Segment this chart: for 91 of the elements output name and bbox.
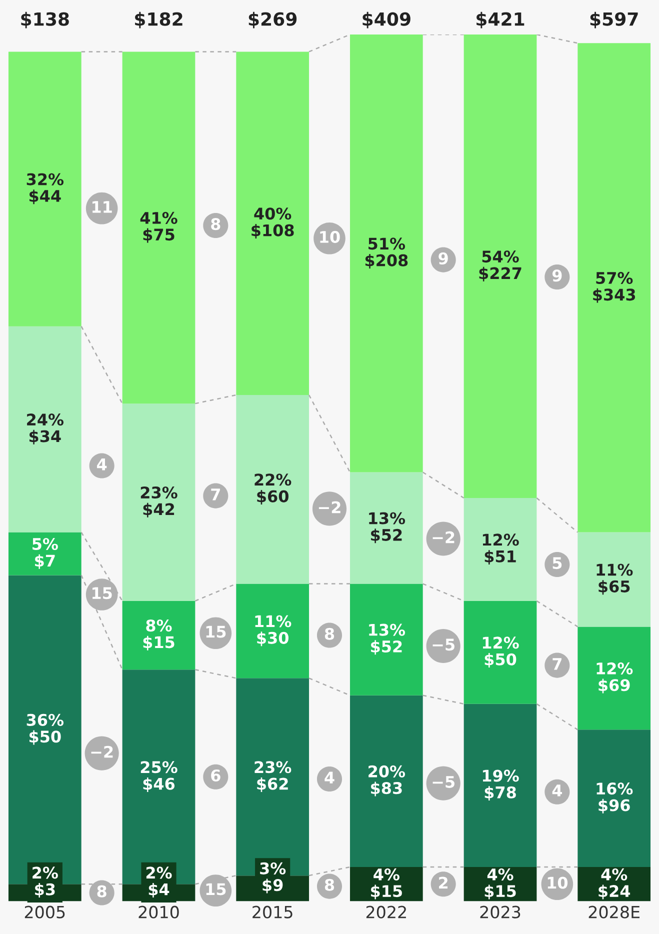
data-label: 41% $75 [140, 212, 178, 243]
data-label: 16% $96 [596, 782, 633, 814]
bar [122, 52, 196, 404]
annotation: 5 [552, 557, 562, 570]
data-label: 11% $30 [255, 615, 292, 646]
annotation: 11 [92, 201, 112, 213]
data-label: 40% $108 [252, 208, 294, 238]
bar [350, 584, 423, 696]
bar [122, 670, 196, 884]
bar [122, 600, 196, 670]
annotation: 4 [324, 772, 334, 784]
annotation: 9 [552, 270, 562, 282]
data-label: 11% $65 [596, 564, 633, 595]
annotation: 15 [92, 587, 112, 600]
data-label: 57% $343 [593, 272, 636, 303]
annotation: 8 [324, 628, 334, 640]
data-label: 20% $83 [368, 765, 406, 796]
bar [8, 326, 82, 532]
data-label: 23% $42 [140, 486, 178, 518]
bar [8, 532, 82, 576]
data-label: 4% $15 [370, 868, 402, 900]
data-label: 8% $15 [143, 619, 174, 650]
annotation: −5 [432, 776, 454, 788]
data-label: 23% $62 [254, 761, 292, 792]
bar [122, 404, 196, 601]
bar [578, 532, 651, 627]
data-label: 12% $50 [482, 636, 519, 668]
data-label: 54% $227 [479, 250, 522, 282]
annotation: 4 [96, 458, 107, 470]
data-label: 5% $7 [32, 538, 58, 569]
annotation: −5 [432, 638, 454, 651]
bar [464, 704, 537, 867]
annotation: 4 [552, 784, 562, 796]
x-tick-label: 2023 [480, 906, 520, 918]
data-label: 13% $52 [369, 624, 406, 655]
bar [350, 695, 423, 867]
bar [350, 34, 423, 472]
annotation: 9 [438, 252, 448, 264]
bar [464, 34, 537, 498]
bar [464, 600, 537, 704]
data-label: 4% $15 [484, 868, 516, 900]
x-tick-label: 2005 [24, 906, 65, 918]
bar [8, 52, 82, 326]
annotation: 7 [552, 658, 562, 670]
annotation: 15 [206, 626, 226, 638]
text: $421 [476, 12, 524, 28]
data-label: 2% $4 [146, 866, 172, 898]
data-label: 19% $78 [482, 770, 519, 801]
bar [350, 472, 423, 584]
bar [8, 575, 82, 884]
data-label: 12% $51 [482, 534, 519, 565]
x-tick-label: 2010 [138, 906, 179, 918]
bar [236, 678, 310, 876]
data-label: 12% $69 [596, 662, 633, 694]
annotation: −2 [91, 746, 113, 758]
text: $182 [135, 12, 182, 28]
bar [578, 43, 651, 532]
bar [578, 730, 651, 867]
data-label: 25% $46 [140, 761, 178, 792]
annotation: −2 [318, 501, 340, 514]
annotation: 2 [439, 876, 448, 889]
annotation: 8 [324, 878, 334, 891]
x-tick-label: 2028E [588, 906, 640, 918]
bar [236, 52, 310, 395]
x-tick-label: 2022 [366, 906, 406, 918]
data-label: 3% $9 [260, 862, 286, 894]
data-label: 24% $34 [27, 414, 64, 444]
bar [236, 584, 310, 678]
bar [464, 498, 537, 601]
x-tick-label: 2015 [252, 906, 292, 918]
data-label: 36% $50 [26, 714, 64, 745]
annotation: 7 [211, 488, 220, 500]
text: $409 [362, 12, 410, 28]
data-label: 22% $60 [254, 474, 292, 504]
annotation: 8 [97, 885, 106, 898]
bar [236, 394, 310, 584]
text: $138 [21, 12, 69, 28]
annotation: 6 [211, 769, 220, 782]
annotation: 10 [548, 876, 568, 889]
data-label: 4% $24 [598, 868, 630, 900]
bar [578, 626, 651, 730]
data-label: 13% $52 [369, 512, 406, 544]
text: $269 [248, 12, 297, 28]
annotation: 8 [211, 218, 220, 230]
data-label: 51% $208 [365, 238, 408, 268]
text: $597 [590, 12, 638, 28]
annotation: 15 [206, 883, 226, 896]
data-label: 32% $44 [26, 173, 64, 204]
annotation: 10 [320, 230, 340, 244]
data-label: 2% $3 [32, 866, 58, 898]
annotation: −2 [432, 531, 454, 544]
